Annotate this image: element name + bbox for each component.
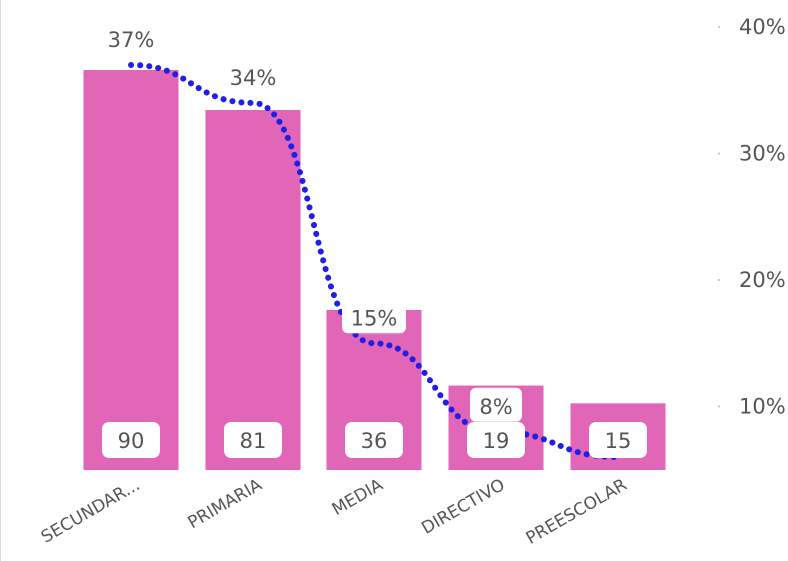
bar-data-label: 19 xyxy=(483,429,510,453)
bar-data-label: 36 xyxy=(361,429,388,453)
y2-tick-mark xyxy=(718,26,720,28)
y2-tick-label: 40% xyxy=(739,15,786,39)
line-data-label: 34% xyxy=(230,66,277,90)
bar-data-label: 90 xyxy=(118,429,145,453)
y2-tick-mark xyxy=(718,152,720,155)
line-data-label: 37% xyxy=(108,28,155,52)
bar-label-box xyxy=(102,422,160,458)
x-tick-label: PRIMARIA xyxy=(185,475,266,533)
bar-label-box xyxy=(589,422,647,458)
bar-label-box xyxy=(345,422,403,458)
line-data-label: 8% xyxy=(479,395,512,419)
bar-data-label: 15 xyxy=(605,429,632,453)
y2-tick-mark xyxy=(718,405,720,408)
x-tick-label: SECUNDAR... xyxy=(38,475,144,548)
labels-layer: 37% 34% 15% 8% 90 81 36 19 15 xyxy=(102,28,647,458)
y2-tick-label: 20% xyxy=(739,268,786,292)
line-layer xyxy=(128,61,621,461)
y2-tick-label: 30% xyxy=(739,142,786,166)
line-label-box xyxy=(342,299,406,334)
bar-label-box xyxy=(224,422,282,458)
x-tick-label: DIRECTIVO xyxy=(418,475,508,539)
bar xyxy=(83,70,179,470)
bar-label-box xyxy=(467,422,525,458)
bar-data-label: 81 xyxy=(240,429,267,453)
y2-tick-label: 10% xyxy=(739,395,786,419)
bar xyxy=(205,110,301,470)
y2-tick-mark xyxy=(718,279,720,281)
right-axis: 40% 30% 20% 10% xyxy=(718,15,786,419)
x-tick-label: MEDIA xyxy=(329,475,387,520)
line-data-label: 15% xyxy=(351,306,398,330)
x-tick-label: PREESCOLAR xyxy=(523,475,631,549)
line-label-box xyxy=(470,387,522,422)
left-border xyxy=(0,0,1,561)
series-line xyxy=(128,61,621,461)
x-axis: SECUNDAR... PRIMARIA MEDIA DIRECTIVO PREESCO… xyxy=(38,475,631,549)
bars-layer xyxy=(83,70,666,470)
